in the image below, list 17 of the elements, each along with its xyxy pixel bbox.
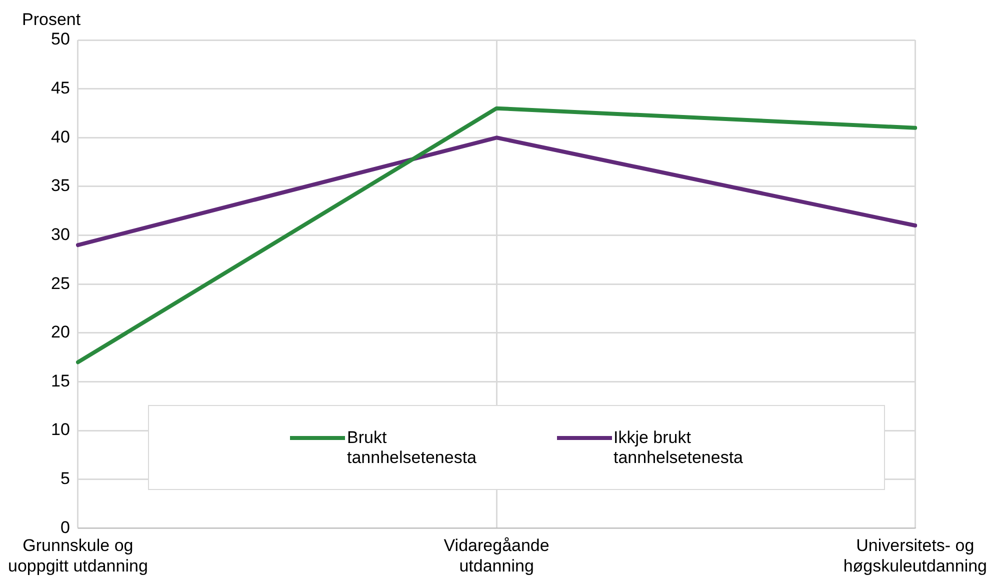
y-tick-label: 45 [51, 78, 70, 98]
legend-label: Ikkje brukt tannhelsetenesta [614, 428, 743, 468]
x-tick-label: Grunnskule og uoppgitt utdanning [8, 536, 148, 576]
y-tick-label: 10 [51, 420, 70, 440]
y-tick-label: 20 [51, 322, 70, 342]
legend-label: Brukt tannhelsetenesta [347, 428, 476, 468]
y-tick-label: 35 [51, 176, 70, 196]
x-tick-label: Vidaregåande utdanning [444, 536, 550, 576]
y-axis-title: Prosent [22, 10, 81, 30]
y-tick-label: 25 [51, 274, 70, 293]
y-tick-label: 50 [51, 30, 70, 49]
y-tick-label: 0 [60, 518, 70, 537]
y-tick-label: 15 [51, 371, 70, 390]
y-tick-label: 30 [51, 224, 70, 244]
x-tick-label: Universitets- og høgskuleutdanning [843, 536, 988, 576]
y-tick-label: 40 [51, 127, 70, 146]
y-tick-label: 5 [60, 469, 70, 488]
